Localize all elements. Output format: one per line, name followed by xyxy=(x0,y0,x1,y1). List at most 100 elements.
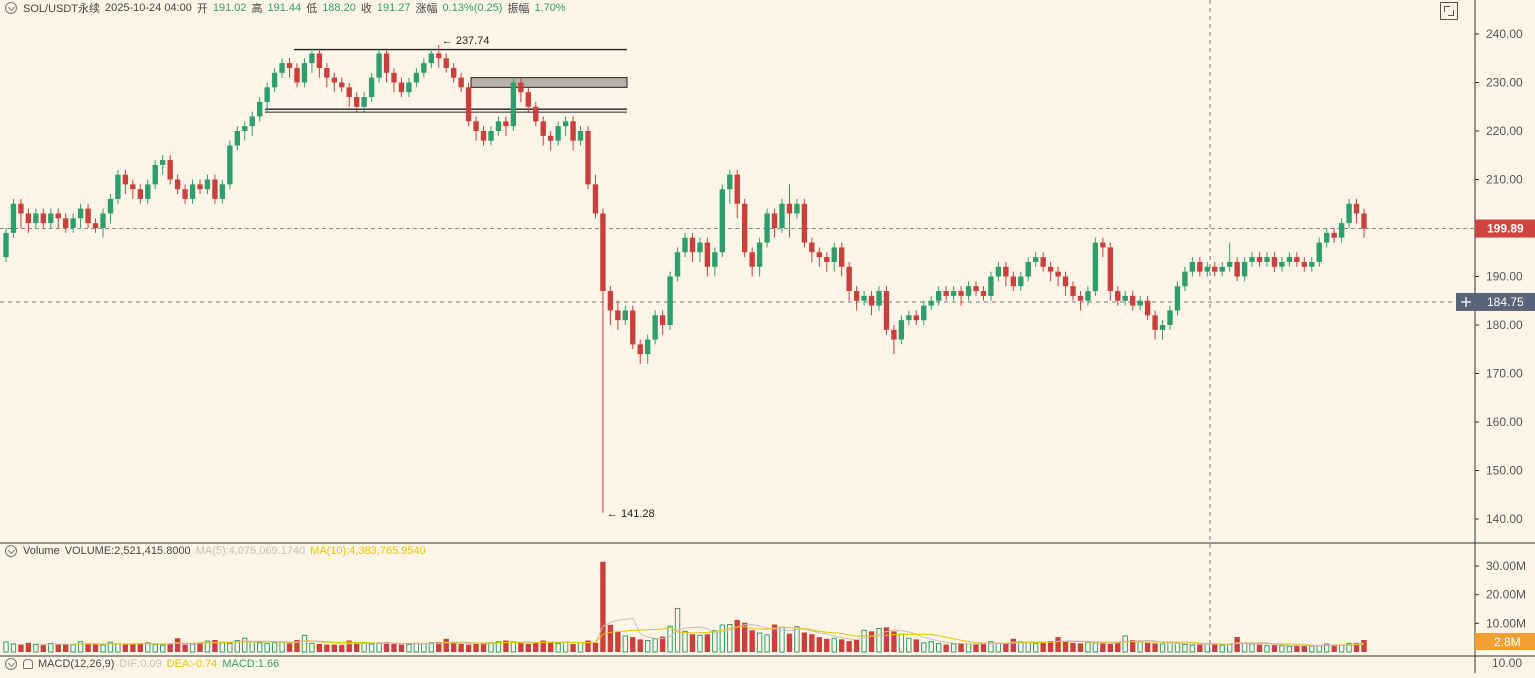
candle-body xyxy=(533,106,539,122)
candle-body xyxy=(1055,271,1061,277)
volume-bar xyxy=(413,642,420,653)
candle-body xyxy=(615,310,621,321)
volume-bar xyxy=(1309,645,1315,653)
volume-bar xyxy=(1219,644,1225,653)
volume-bar xyxy=(906,637,912,653)
volume-bar xyxy=(637,639,643,652)
volume-bar xyxy=(562,641,569,653)
volume-ma5: MA(5):4,075,069.1740 xyxy=(195,545,306,557)
expand-icon[interactable] xyxy=(1440,2,1458,20)
candle-body xyxy=(1249,257,1255,262)
candle-body xyxy=(630,310,636,345)
candle-body xyxy=(592,184,599,214)
volume-bar xyxy=(1346,642,1352,653)
candle-body xyxy=(55,213,61,219)
collapse-icon[interactable] xyxy=(5,545,17,557)
open-label: 开 xyxy=(196,3,208,15)
candle-body xyxy=(667,276,673,325)
volume-bar xyxy=(152,644,158,653)
candle-body xyxy=(928,300,934,306)
candle-body xyxy=(697,242,703,253)
candle-body xyxy=(1227,261,1233,267)
candle-body xyxy=(137,189,143,199)
volume-bar xyxy=(988,641,994,653)
candle-body xyxy=(324,67,330,78)
candle-body xyxy=(107,198,114,214)
high-value: 191.44 xyxy=(267,2,302,14)
volume-bar xyxy=(18,644,24,652)
volume-bar xyxy=(779,626,785,653)
candle-body xyxy=(965,286,972,296)
candle-body xyxy=(1107,247,1113,292)
candle-body xyxy=(1003,266,1009,277)
volume-bar xyxy=(428,642,434,653)
bell-icon[interactable] xyxy=(23,659,33,669)
candle-body xyxy=(1159,325,1166,330)
candle-body xyxy=(876,291,882,306)
volume-bar xyxy=(1122,635,1128,653)
volume-tick-label: 10.00M xyxy=(1486,616,1526,630)
volume-bar xyxy=(1070,642,1076,652)
volume-bar xyxy=(368,643,375,653)
volume-bar xyxy=(1033,642,1039,653)
candle-body xyxy=(309,53,315,64)
volume-bar xyxy=(294,639,300,652)
volume-bar xyxy=(839,639,845,652)
volume-bar xyxy=(286,643,293,652)
volume-ma10: MA(10):4,383,765.9540 xyxy=(310,545,426,557)
candle-body xyxy=(361,97,367,107)
collapse-icon[interactable] xyxy=(5,658,17,670)
high-label: 高 xyxy=(251,3,263,15)
volume-bar xyxy=(137,643,143,652)
volume-bar xyxy=(1040,642,1046,652)
candle-body xyxy=(339,82,345,88)
price-header: SOL/USDT永续 2025-10-24 04:00 开 191.02 高 191… xyxy=(0,1,571,15)
last-price-badge xyxy=(1475,219,1535,238)
volume-bar xyxy=(503,640,509,652)
candle-body xyxy=(600,213,606,292)
candle-body xyxy=(831,247,837,262)
candle-body xyxy=(70,218,76,228)
candle-body xyxy=(234,131,240,146)
candle-body xyxy=(1070,286,1076,296)
candle-body xyxy=(824,257,830,262)
volume-bar xyxy=(1144,642,1151,652)
candle-body xyxy=(1189,261,1196,272)
candle-body xyxy=(1234,261,1240,277)
volume-bar xyxy=(130,643,136,652)
volume-bar xyxy=(697,634,703,653)
candle-body xyxy=(555,126,561,141)
open-value: 191.02 xyxy=(212,2,247,14)
candle-body xyxy=(18,203,24,214)
candle-body xyxy=(1062,276,1069,287)
volume-bar xyxy=(1227,644,1233,653)
volume-bar xyxy=(212,639,218,652)
volume-bar xyxy=(1174,642,1181,653)
candle-body xyxy=(182,189,188,199)
symbol-label[interactable]: SOL/USDT永续 xyxy=(23,3,101,15)
candle-body xyxy=(1301,261,1307,267)
candle-body xyxy=(301,63,308,83)
volume-bar xyxy=(264,642,270,653)
volume-bar xyxy=(936,642,942,653)
candle-body xyxy=(189,184,196,199)
volume-bar xyxy=(756,632,763,653)
volume-bar xyxy=(1361,639,1367,652)
volume-bar xyxy=(1047,641,1054,652)
collapse-icon[interactable] xyxy=(5,2,17,14)
candle-body xyxy=(809,242,815,253)
volume-bar xyxy=(868,631,875,652)
candle-body xyxy=(1324,232,1330,243)
candle-body xyxy=(219,184,226,199)
candle-body xyxy=(48,213,54,224)
volume-bar xyxy=(1279,645,1285,653)
volume-bar xyxy=(831,637,837,653)
price-tick-label: 180.00 xyxy=(1486,318,1523,332)
volume-bar xyxy=(943,644,949,652)
volume-title: Volume xyxy=(23,545,60,557)
volume-ma10-line xyxy=(73,626,1365,646)
volume-bar xyxy=(383,642,390,652)
candle-body xyxy=(1047,266,1054,272)
